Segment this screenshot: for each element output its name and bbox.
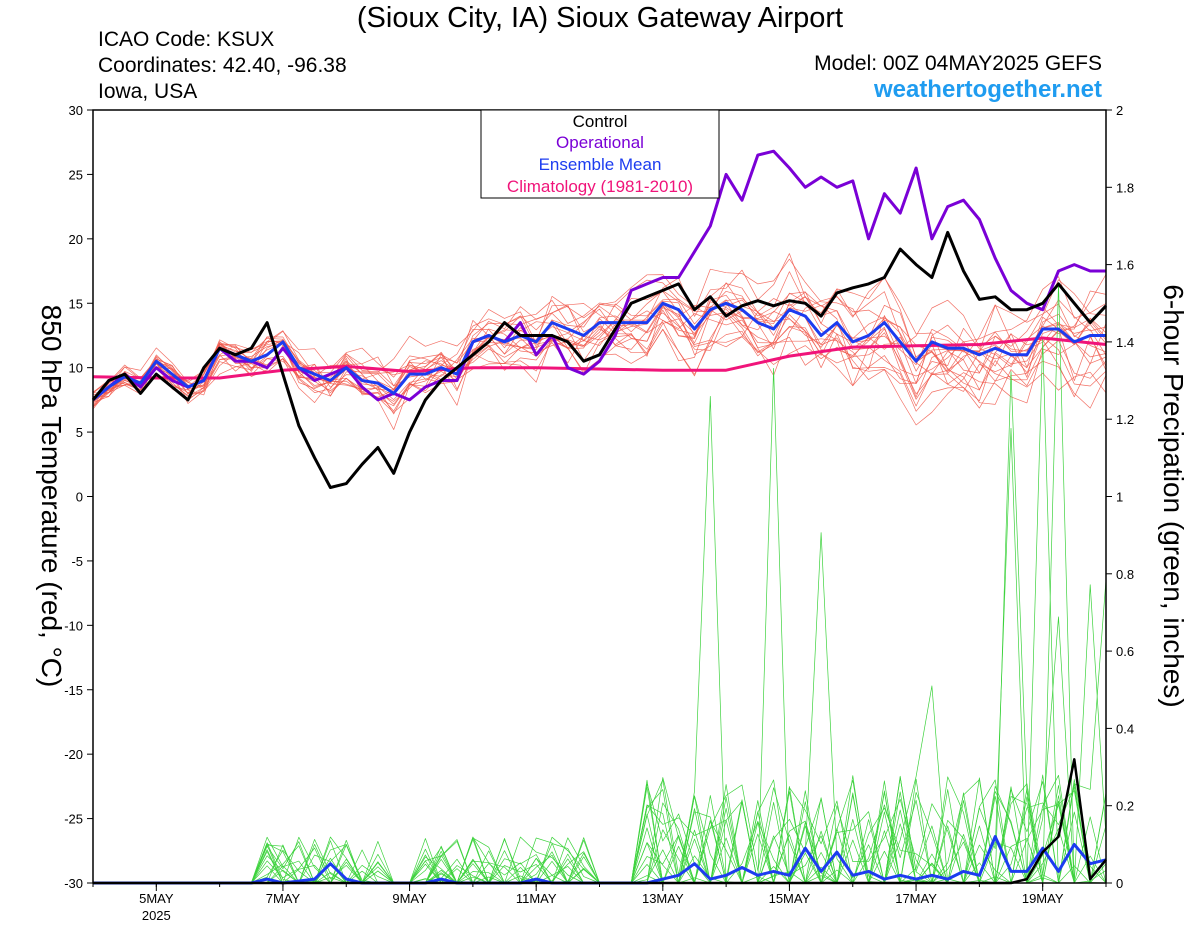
precip-member-line bbox=[93, 800, 1107, 884]
y-left-tick-label: -5 bbox=[71, 554, 83, 569]
location: Iowa, USA bbox=[98, 80, 198, 103]
y-right-axis-title: 6-hour Precipation (green, inches) bbox=[1158, 284, 1189, 707]
y-right-tick-label: 1.4 bbox=[1116, 335, 1134, 350]
y-right-tick-label: 0.8 bbox=[1116, 567, 1134, 582]
y-left-tick-label: 10 bbox=[69, 361, 83, 376]
legend-climatology: Climatology (1981-2010) bbox=[507, 177, 693, 196]
temperature-member-line bbox=[92, 291, 1107, 407]
x-tick-sublabel: 2025 bbox=[142, 908, 171, 923]
y-left-tick-label: -20 bbox=[64, 747, 83, 762]
operational-line bbox=[92, 149, 1106, 402]
x-tick-label: 11MAY bbox=[516, 891, 557, 906]
x-tick-label: 5MAY bbox=[139, 891, 174, 906]
y-left-tick-label: 0 bbox=[76, 490, 83, 505]
x-tick-label: 15MAY bbox=[769, 891, 811, 906]
y-right-tick-label: 0.4 bbox=[1116, 721, 1134, 736]
temperature-member-line bbox=[92, 304, 1107, 400]
y-right-tick-label: 1.6 bbox=[1116, 258, 1134, 273]
precip-member-line bbox=[93, 532, 1107, 884]
legend-ensemble-mean: Ensemble Mean bbox=[539, 155, 662, 174]
precip-member-line bbox=[93, 579, 1107, 884]
y-left-tick-label: 15 bbox=[69, 296, 83, 311]
y-left-tick-label: 30 bbox=[69, 103, 83, 118]
temperature-member-line bbox=[92, 253, 1107, 409]
y-right-tick-label: 1 bbox=[1116, 490, 1123, 505]
y-left-axis-title: 850 hPa Temperature (red, °C) bbox=[36, 305, 67, 688]
precip-member-line bbox=[93, 784, 1106, 884]
precip-member-line bbox=[93, 792, 1106, 884]
y-left-tick-label: 5 bbox=[76, 425, 83, 440]
temperature-member-line bbox=[92, 274, 1107, 407]
precip-member-line bbox=[93, 775, 1106, 884]
x-tick-label: 13MAY bbox=[642, 891, 684, 906]
temperature-member-line bbox=[92, 276, 1107, 405]
temperature-members bbox=[92, 253, 1107, 430]
precip-member-line bbox=[93, 427, 1107, 884]
coordinates: Coordinates: 42.40, -96.38 bbox=[98, 54, 347, 77]
website-link[interactable]: weathertogether.net bbox=[873, 76, 1102, 103]
legend-operational: Operational bbox=[556, 133, 644, 152]
temperature-member-line bbox=[92, 296, 1107, 430]
legend-control: Control bbox=[573, 112, 628, 131]
x-tick-label: 19MAY bbox=[1022, 891, 1064, 906]
plot-frame bbox=[92, 109, 1107, 884]
temperature-member-line bbox=[92, 279, 1107, 408]
y-left-tick-label: 25 bbox=[69, 167, 83, 182]
chart-title: (Sioux City, IA) Sioux Gateway Airport bbox=[356, 2, 844, 34]
y-left-tick-label: -15 bbox=[64, 683, 83, 698]
temperature-member-line bbox=[92, 299, 1107, 401]
y-left-tick-label: -10 bbox=[64, 618, 83, 633]
precip-member-line bbox=[93, 777, 1106, 884]
y-left-tick-label: 20 bbox=[69, 232, 83, 247]
main-series bbox=[91, 149, 1108, 885]
icao-code: ICAO Code: KSUX bbox=[98, 28, 275, 51]
legend-box bbox=[480, 109, 720, 199]
y-left-tick-label: -25 bbox=[64, 812, 83, 827]
control-line bbox=[91, 230, 1108, 489]
axes: -30-25-20-15-10-505101520253000.20.40.60… bbox=[64, 103, 1134, 923]
precip-member-line bbox=[93, 779, 1107, 884]
precip-member-line bbox=[93, 776, 1106, 884]
precip-member-line bbox=[93, 584, 1107, 884]
y-right-tick-label: 0.6 bbox=[1116, 644, 1134, 659]
temperature-member-line bbox=[92, 290, 1107, 401]
precip-member-line bbox=[93, 371, 1107, 884]
x-tick-label: 17MAY bbox=[895, 891, 937, 906]
y-right-tick-label: 1.2 bbox=[1116, 412, 1134, 427]
model-run: Model: 00Z 04MAY2025 GEFS bbox=[814, 52, 1102, 75]
y-right-tick-label: 1.8 bbox=[1116, 180, 1134, 195]
precip-ensemble-mean-line bbox=[93, 835, 1107, 885]
y-right-tick-label: 0 bbox=[1116, 876, 1123, 891]
temperature-member-line bbox=[92, 271, 1107, 415]
y-left-tick-label: -30 bbox=[64, 876, 83, 891]
temperature-member-line bbox=[92, 279, 1107, 408]
x-tick-label: 7MAY bbox=[266, 891, 301, 906]
ensemble-mean-line bbox=[92, 301, 1106, 402]
y-right-tick-label: 0.2 bbox=[1116, 799, 1134, 814]
x-tick-label: 9MAY bbox=[392, 891, 427, 906]
precip-member-line bbox=[93, 779, 1107, 884]
legend: Control Operational Ensemble Mean Climat… bbox=[480, 109, 720, 199]
precip-member-line bbox=[93, 685, 1107, 884]
y-right-tick-label: 2 bbox=[1116, 103, 1123, 118]
precip-member-line bbox=[93, 339, 1106, 884]
